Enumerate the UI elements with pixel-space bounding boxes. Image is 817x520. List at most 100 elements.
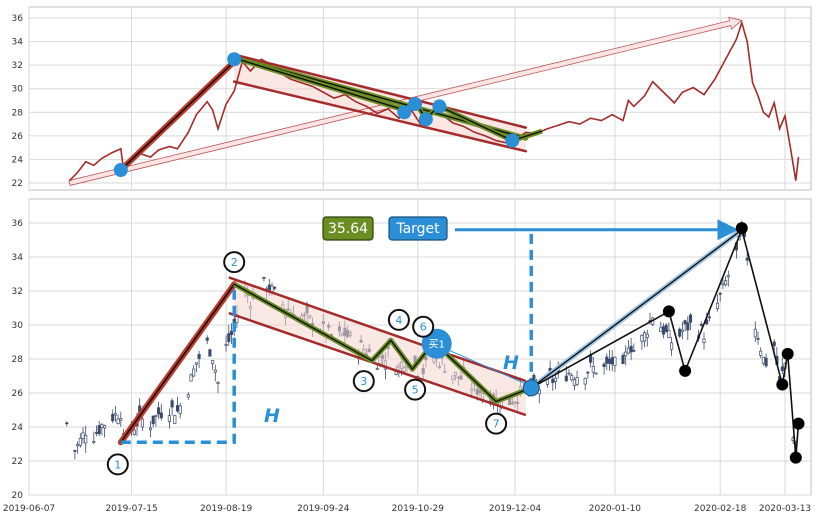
top-trend-segment — [120, 60, 235, 171]
x-tick-label: 2019-09-24 — [297, 504, 350, 514]
candle-body — [724, 280, 728, 286]
candle-body — [157, 407, 161, 415]
x-tick-label: 2019-06-07 — [3, 504, 55, 514]
bottom-y-tick-label: 36 — [12, 219, 24, 229]
top-trend-segment — [232, 80, 528, 153]
candle-body — [761, 356, 765, 364]
candle-body — [227, 333, 231, 342]
x-tick-label: 2020-01-10 — [589, 504, 642, 514]
bottom-y-tick-label: 30 — [12, 321, 24, 331]
candle-body — [645, 333, 649, 338]
x-tick-label: 2019-08-19 — [200, 504, 253, 514]
candle-body — [194, 362, 198, 365]
candle-body — [97, 425, 101, 435]
bottom-y-tick-label: 26 — [12, 389, 24, 399]
candle-body — [772, 341, 776, 347]
candle-body — [572, 379, 576, 386]
target-box: Target — [388, 216, 448, 241]
wave-number-label: 5 — [412, 384, 419, 397]
candle-body — [586, 371, 590, 374]
post-wave-dot — [776, 378, 789, 391]
candle-body — [718, 292, 722, 295]
h-label-right: H — [503, 352, 519, 374]
top-pivot-marker — [113, 163, 128, 178]
wave-number-circle — [404, 378, 427, 401]
candle-body — [159, 412, 163, 419]
candle-body — [205, 337, 209, 341]
candle-body — [224, 344, 228, 346]
bottom-helper-line — [433, 343, 532, 387]
candle-body — [659, 327, 663, 333]
wave-number-label: 1 — [114, 458, 121, 471]
wave-number-label: 4 — [395, 314, 402, 327]
candle-body — [764, 357, 768, 367]
top-y-tick-label: 30 — [12, 85, 24, 95]
candle-body — [564, 375, 568, 382]
h-measure-left — [120, 284, 236, 445]
top-y-tick-label: 36 — [12, 14, 24, 24]
candle-body — [151, 415, 155, 425]
post-wave-dot — [789, 451, 802, 464]
candle-body — [551, 378, 555, 383]
candle-body — [208, 349, 212, 357]
x-tick-label: 2019-10-29 — [392, 504, 445, 514]
bottom-grid — [28, 199, 811, 496]
bottom-plot: 买1 1 2 3 4 5 6 7 — [65, 219, 805, 476]
candle-body — [686, 322, 690, 331]
candle-body — [745, 257, 749, 261]
post-wave-dot — [781, 347, 794, 360]
top-pivot-marker — [408, 97, 423, 112]
bottom-y-ticks: 20 22 24 26 28 30 32 34 36 — [12, 219, 24, 501]
candle-body — [670, 342, 674, 350]
bottom-y-tick-label: 22 — [12, 457, 23, 467]
candle-body — [116, 418, 120, 425]
wave-number-circle — [387, 308, 410, 331]
candle-body — [624, 351, 628, 357]
candle-body — [84, 435, 88, 444]
candle-body — [229, 330, 234, 336]
candle-body — [262, 276, 266, 279]
candle-body — [591, 365, 595, 373]
candle-body — [140, 418, 144, 428]
wave-number-circle — [223, 251, 246, 274]
candle-body — [65, 422, 69, 425]
top-pivot-marker — [432, 99, 447, 114]
candle-body — [216, 382, 220, 385]
candle-body — [76, 443, 80, 447]
candle-body — [613, 356, 617, 366]
candle-body — [683, 320, 687, 325]
bottom-channel-line — [228, 276, 527, 383]
bottom-impulse-black — [120, 283, 235, 443]
buy-label: 买1 — [429, 339, 445, 351]
bottom-y-tick-label: 20 — [12, 491, 24, 501]
candle-body — [610, 357, 614, 365]
x-tick-label: 2019-12-04 — [489, 504, 542, 514]
candle-body — [100, 424, 104, 428]
candle-body — [92, 440, 96, 443]
candle-body — [170, 400, 174, 408]
target-box-text: Target — [395, 221, 440, 237]
candle-body — [632, 349, 636, 352]
candle-body — [73, 450, 77, 452]
candle-body — [132, 429, 136, 435]
candle-body — [167, 415, 171, 422]
post-wave-line — [530, 227, 800, 458]
post-wave-dot — [679, 364, 692, 377]
top-trend-segment — [232, 53, 528, 129]
candle-body — [643, 332, 647, 342]
top-plot — [68, 16, 800, 186]
candle-body — [119, 418, 123, 421]
candle-body — [678, 328, 682, 337]
top-y-tick-label: 26 — [12, 132, 24, 142]
wave-number-circle — [352, 370, 375, 393]
candle-body — [605, 356, 609, 364]
top-y-tick-label: 32 — [12, 61, 23, 71]
value-box-text: 35.64 — [328, 221, 368, 237]
bottom-y-tick-label: 24 — [12, 423, 24, 433]
candle-body — [213, 369, 217, 373]
value-box: 35.64 — [322, 216, 374, 241]
candle-body — [94, 432, 99, 434]
candle-body — [594, 372, 598, 375]
candle-body — [640, 335, 644, 342]
